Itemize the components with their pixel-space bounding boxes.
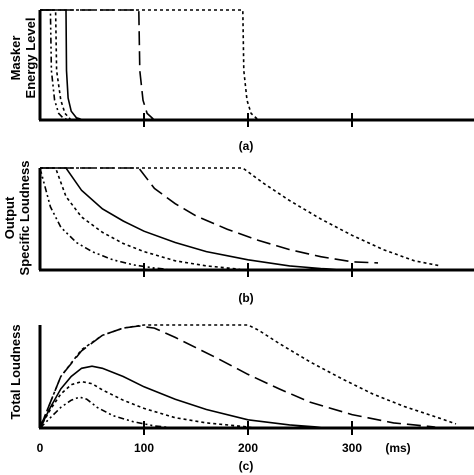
panel-b-ylabel-line-1: Output bbox=[2, 196, 17, 239]
panel-b-label: (b) bbox=[238, 291, 253, 305]
panel-a-ylabel-line-2: Energy Level bbox=[23, 18, 38, 99]
panel-a: Masker Energy Level (a) bbox=[8, 9, 474, 153]
panel-a-series-1 bbox=[40, 9, 70, 121]
panel-c-curves bbox=[39, 324, 457, 429]
panel-b-ylabel: Output Specific Loudness bbox=[2, 161, 32, 276]
panel-a-series-4 bbox=[40, 9, 155, 121]
panel-c-x-tick-label: 300 bbox=[342, 441, 362, 455]
panel-c-series-4 bbox=[39, 325, 436, 429]
panel-b-series-1 bbox=[39, 167, 176, 271]
panel-c-tick-labels: 0 100 200 300 bbox=[37, 441, 363, 455]
panel-c-series-3 bbox=[39, 365, 332, 429]
panel-c-x-tick-label: 200 bbox=[238, 441, 258, 455]
panel-b-curves bbox=[39, 167, 441, 271]
panel-c-series-1 bbox=[39, 396, 176, 429]
panel-a-ylabel: Masker Energy Level bbox=[8, 18, 38, 99]
panel-c-x-tick-label: 0 bbox=[37, 441, 44, 455]
panel-a-series-5 bbox=[40, 9, 259, 121]
panel-b-series-4 bbox=[40, 167, 379, 264]
panel-a-axes bbox=[38, 10, 474, 127]
x-unit-label: (ms) bbox=[385, 441, 410, 455]
panel-b-axes bbox=[38, 168, 474, 277]
panel-b: Output Specific Loudness (b) bbox=[2, 161, 474, 305]
panel-c-series-5 bbox=[39, 324, 457, 429]
panel-c-label: (c) bbox=[239, 459, 254, 473]
panel-c: Total Loudness 0 100 200 300 (ms) (c) bbox=[8, 324, 474, 473]
panel-a-ylabel-line-1: Masker bbox=[8, 36, 23, 81]
panel-a-label: (a) bbox=[239, 139, 254, 153]
panel-c-ylabel-line-1: Total Loudness bbox=[8, 324, 23, 419]
panel-b-series-3 bbox=[40, 167, 353, 271]
panel-b-series-2 bbox=[40, 167, 249, 271]
panel-c-ylabel: Total Loudness bbox=[8, 324, 23, 419]
panel-c-axes bbox=[38, 325, 474, 435]
panel-b-series-5 bbox=[40, 167, 441, 267]
panel-b-ylabel-line-2: Specific Loudness bbox=[17, 161, 32, 276]
panel-c-x-tick-label: 100 bbox=[134, 441, 154, 455]
panel-a-curves bbox=[40, 9, 259, 121]
